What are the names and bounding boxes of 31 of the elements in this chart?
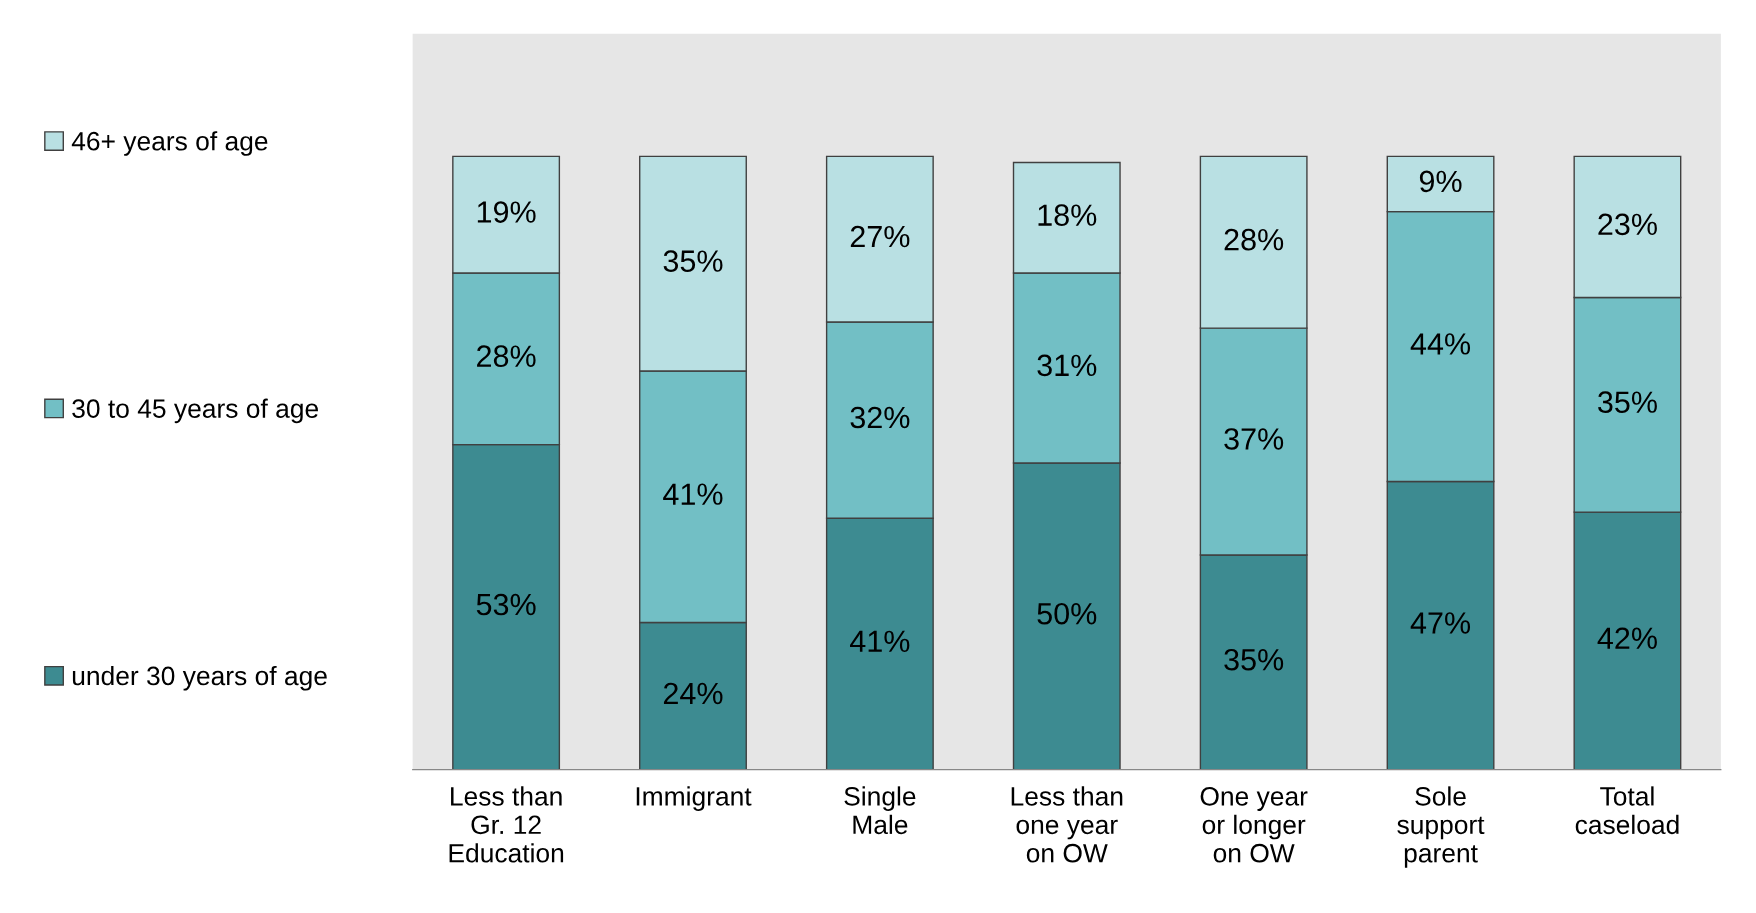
data-label: 24% <box>663 682 723 705</box>
legend-label: 30 to 45 years of age <box>72 398 318 424</box>
data-label: 41% <box>663 483 723 505</box>
data-label: 37% <box>1224 428 1284 450</box>
legend-label: under 30 years of age <box>72 665 327 691</box>
data-label: 19% <box>477 201 536 223</box>
data-label: 27% <box>850 225 910 248</box>
x-tick-label: Less than Gr. 12 Education <box>449 786 564 863</box>
x-tick-label: One year or longer on OW <box>1200 787 1308 863</box>
data-label: 18% <box>1038 204 1097 226</box>
data-label: 28% <box>1224 228 1284 251</box>
x-tick-label: Single Male <box>844 786 916 835</box>
data-label: 53% <box>476 593 536 616</box>
x-tick-label: Less than one year on OW <box>1011 786 1123 863</box>
data-label: 23% <box>1598 213 1657 236</box>
data-label: 44% <box>1410 333 1471 355</box>
data-label: 32% <box>850 406 910 429</box>
data-label: 28% <box>477 345 536 367</box>
x-tick-label: Sole support parent <box>1397 786 1485 868</box>
x-tick-label: Immigrant <box>636 786 752 811</box>
data-label: 35% <box>663 250 723 272</box>
data-label: 50% <box>1037 602 1097 625</box>
data-label: 41% <box>850 630 910 653</box>
data-label: 35% <box>1598 391 1657 413</box>
legend-label: 46+ years of age <box>71 131 268 156</box>
data-label: 9% <box>1419 170 1462 193</box>
data-label: 35% <box>1224 648 1284 671</box>
data-label: 47% <box>1410 612 1471 634</box>
data-label: 42% <box>1597 627 1657 649</box>
x-tick-label: Total caseload <box>1575 786 1679 835</box>
data-label: 31% <box>1037 354 1097 377</box>
